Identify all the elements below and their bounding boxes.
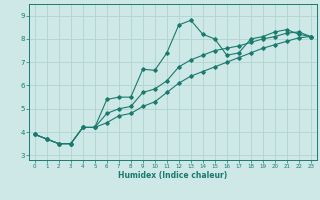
- X-axis label: Humidex (Indice chaleur): Humidex (Indice chaleur): [118, 171, 228, 180]
